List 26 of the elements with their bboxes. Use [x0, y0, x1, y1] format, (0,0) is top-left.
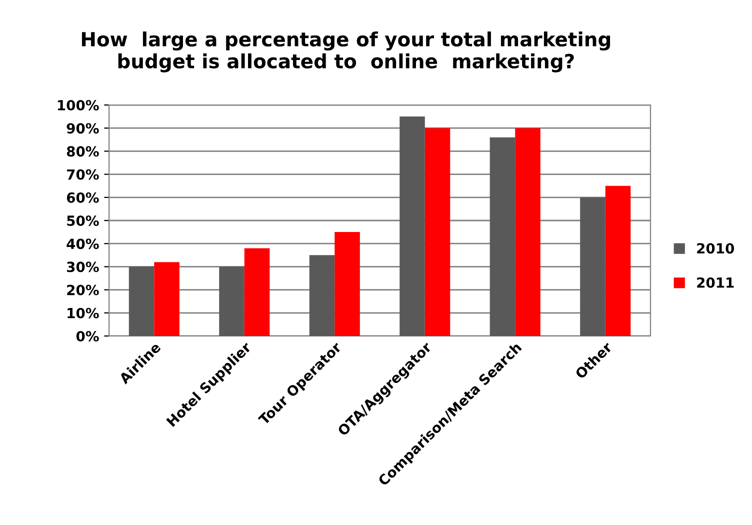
y-tick-label: 80%: [66, 146, 99, 157]
bar: [490, 137, 516, 336]
bar: [244, 248, 270, 336]
bar: [309, 255, 335, 336]
bar: [400, 116, 425, 336]
bar: [128, 266, 154, 336]
y-tick-label: 70%: [67, 169, 99, 180]
y-tick-label: 40%: [66, 238, 99, 250]
y-tick-label: 20%: [67, 284, 99, 296]
y-tick-label: 100%: [58, 100, 99, 110]
bar: [334, 232, 360, 336]
chart-title: How large a percentage of your total marketing budget is allocated to online marketing?: [82, 32, 610, 72]
bar: [219, 266, 244, 336]
y-tick-label: 0%: [76, 330, 99, 342]
y-tick-label: 10%: [68, 308, 99, 318]
legend-label: 2010: [697, 243, 734, 254]
bar: [580, 197, 606, 336]
legend-label: 2011: [697, 277, 734, 288]
bar: [605, 186, 631, 336]
bar: [424, 128, 450, 336]
y-tick-label: 90%: [66, 123, 99, 134]
bar: [154, 262, 180, 336]
bar: [515, 128, 540, 336]
y-tick-label: 50%: [67, 215, 99, 226]
y-tick-label: 30%: [67, 262, 99, 272]
y-tick-label: 60%: [66, 192, 99, 203]
